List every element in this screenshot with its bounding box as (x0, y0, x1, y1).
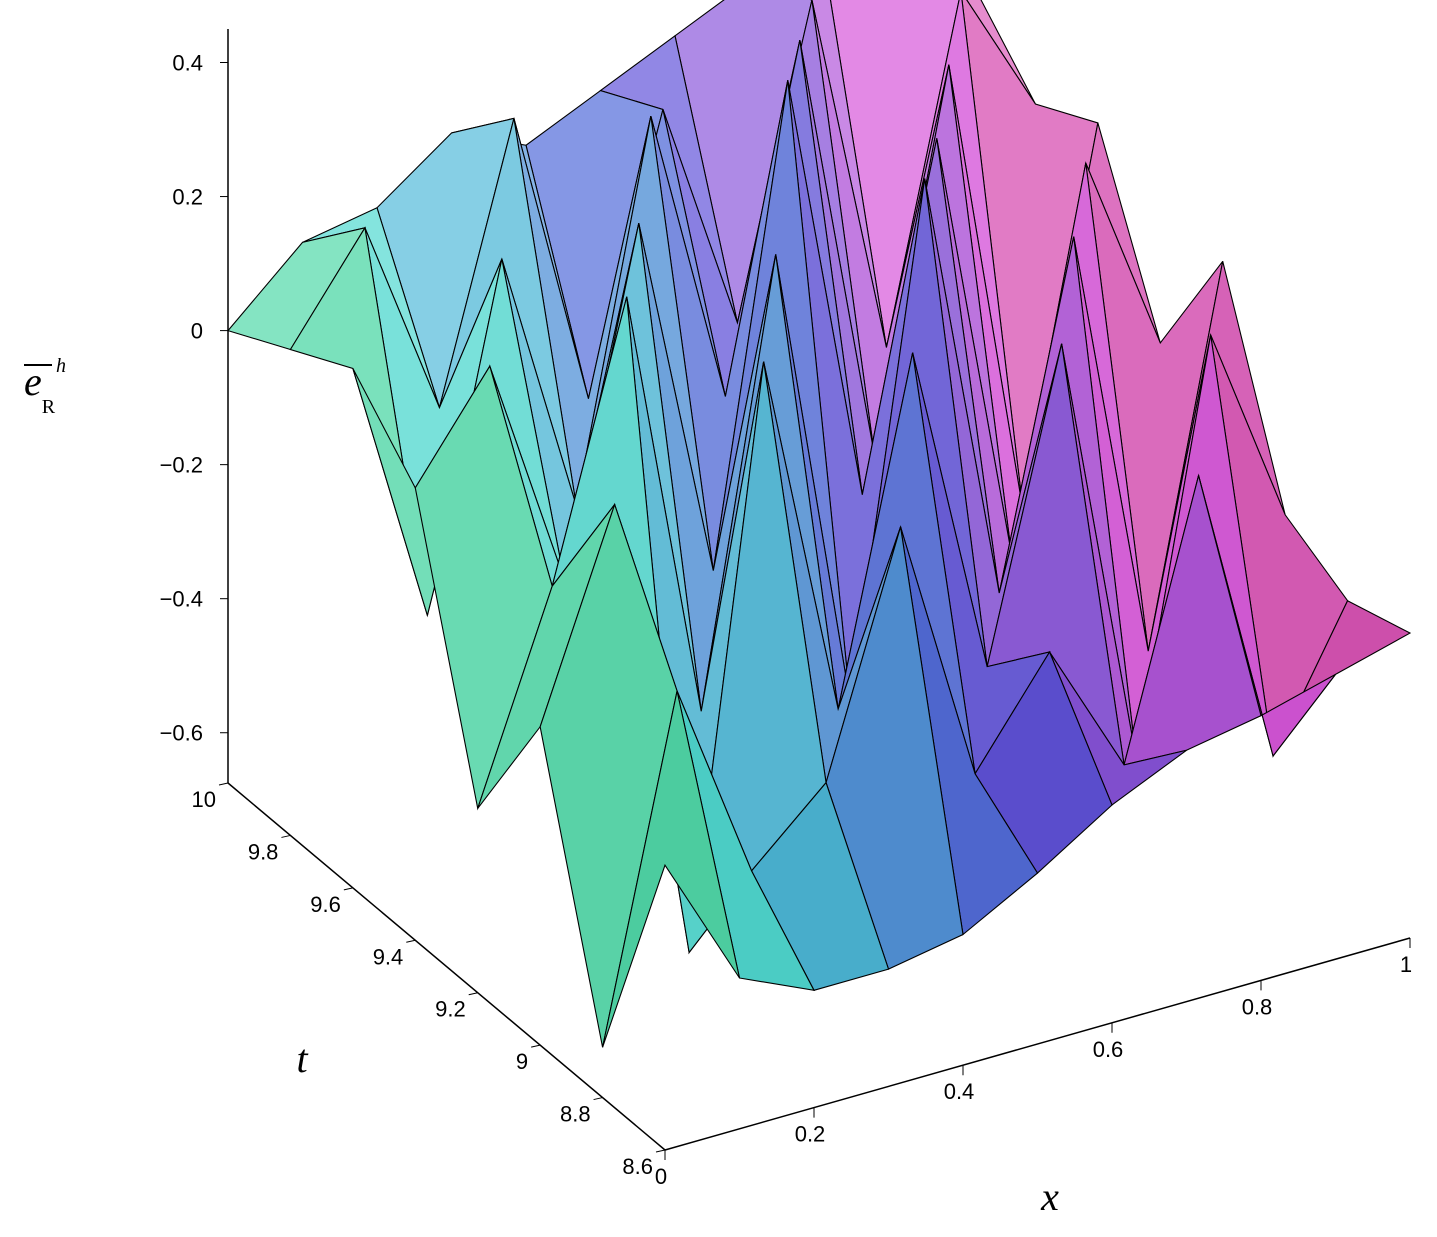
z-tick-label: −0.6 (160, 721, 203, 746)
x-tick-label: 0.2 (795, 1122, 826, 1147)
z-tick-label: 0.2 (172, 185, 203, 210)
x-tick-label: 0.4 (944, 1079, 975, 1104)
z-tick-label: −0.4 (160, 587, 203, 612)
axes: −0.6−0.4−0.200.20.48.68.899.29.49.69.810… (160, 29, 1412, 1189)
t-tick (343, 887, 353, 891)
t-tick (281, 834, 291, 838)
x-tick-label: 1 (1400, 952, 1412, 977)
t-tick-label: 9.6 (310, 892, 341, 917)
z-axis-label: eRh (24, 355, 66, 418)
z-tick-label: 0 (191, 319, 203, 344)
x-tick-label: 0.6 (1093, 1037, 1124, 1062)
x-axis-label: x (1040, 1174, 1059, 1219)
t-axis-label: t (296, 1036, 308, 1081)
x-tick-label: 0 (655, 1164, 667, 1189)
x-axis (664, 937, 1411, 1151)
t-tick (406, 939, 416, 943)
t-tick-label: 8.8 (560, 1102, 591, 1127)
t-tick (531, 1044, 541, 1048)
t-tick (218, 782, 229, 786)
t-tick-label: 9.4 (373, 944, 404, 969)
t-tick (593, 1097, 603, 1101)
t-tick-label: 9.8 (248, 839, 279, 864)
t-tick (655, 1149, 666, 1153)
t-tick-label: 9.2 (435, 997, 466, 1022)
t-axis (227, 782, 666, 1151)
t-tick-label: 10 (192, 787, 216, 812)
t-tick (468, 992, 478, 996)
surface-patch (602, 690, 741, 1048)
z-label-base: e (24, 359, 42, 404)
x-tick-label: 0.8 (1242, 994, 1273, 1019)
z-tick-label: 0.4 (172, 51, 203, 76)
t-tick-label: 9 (516, 1049, 528, 1074)
t-tick-label: 8.6 (622, 1154, 653, 1179)
z-label-sup: h (56, 355, 66, 377)
surface (227, 0, 1412, 1048)
z-tick-label: −0.2 (160, 453, 203, 478)
z-label-sub: R (42, 396, 56, 418)
